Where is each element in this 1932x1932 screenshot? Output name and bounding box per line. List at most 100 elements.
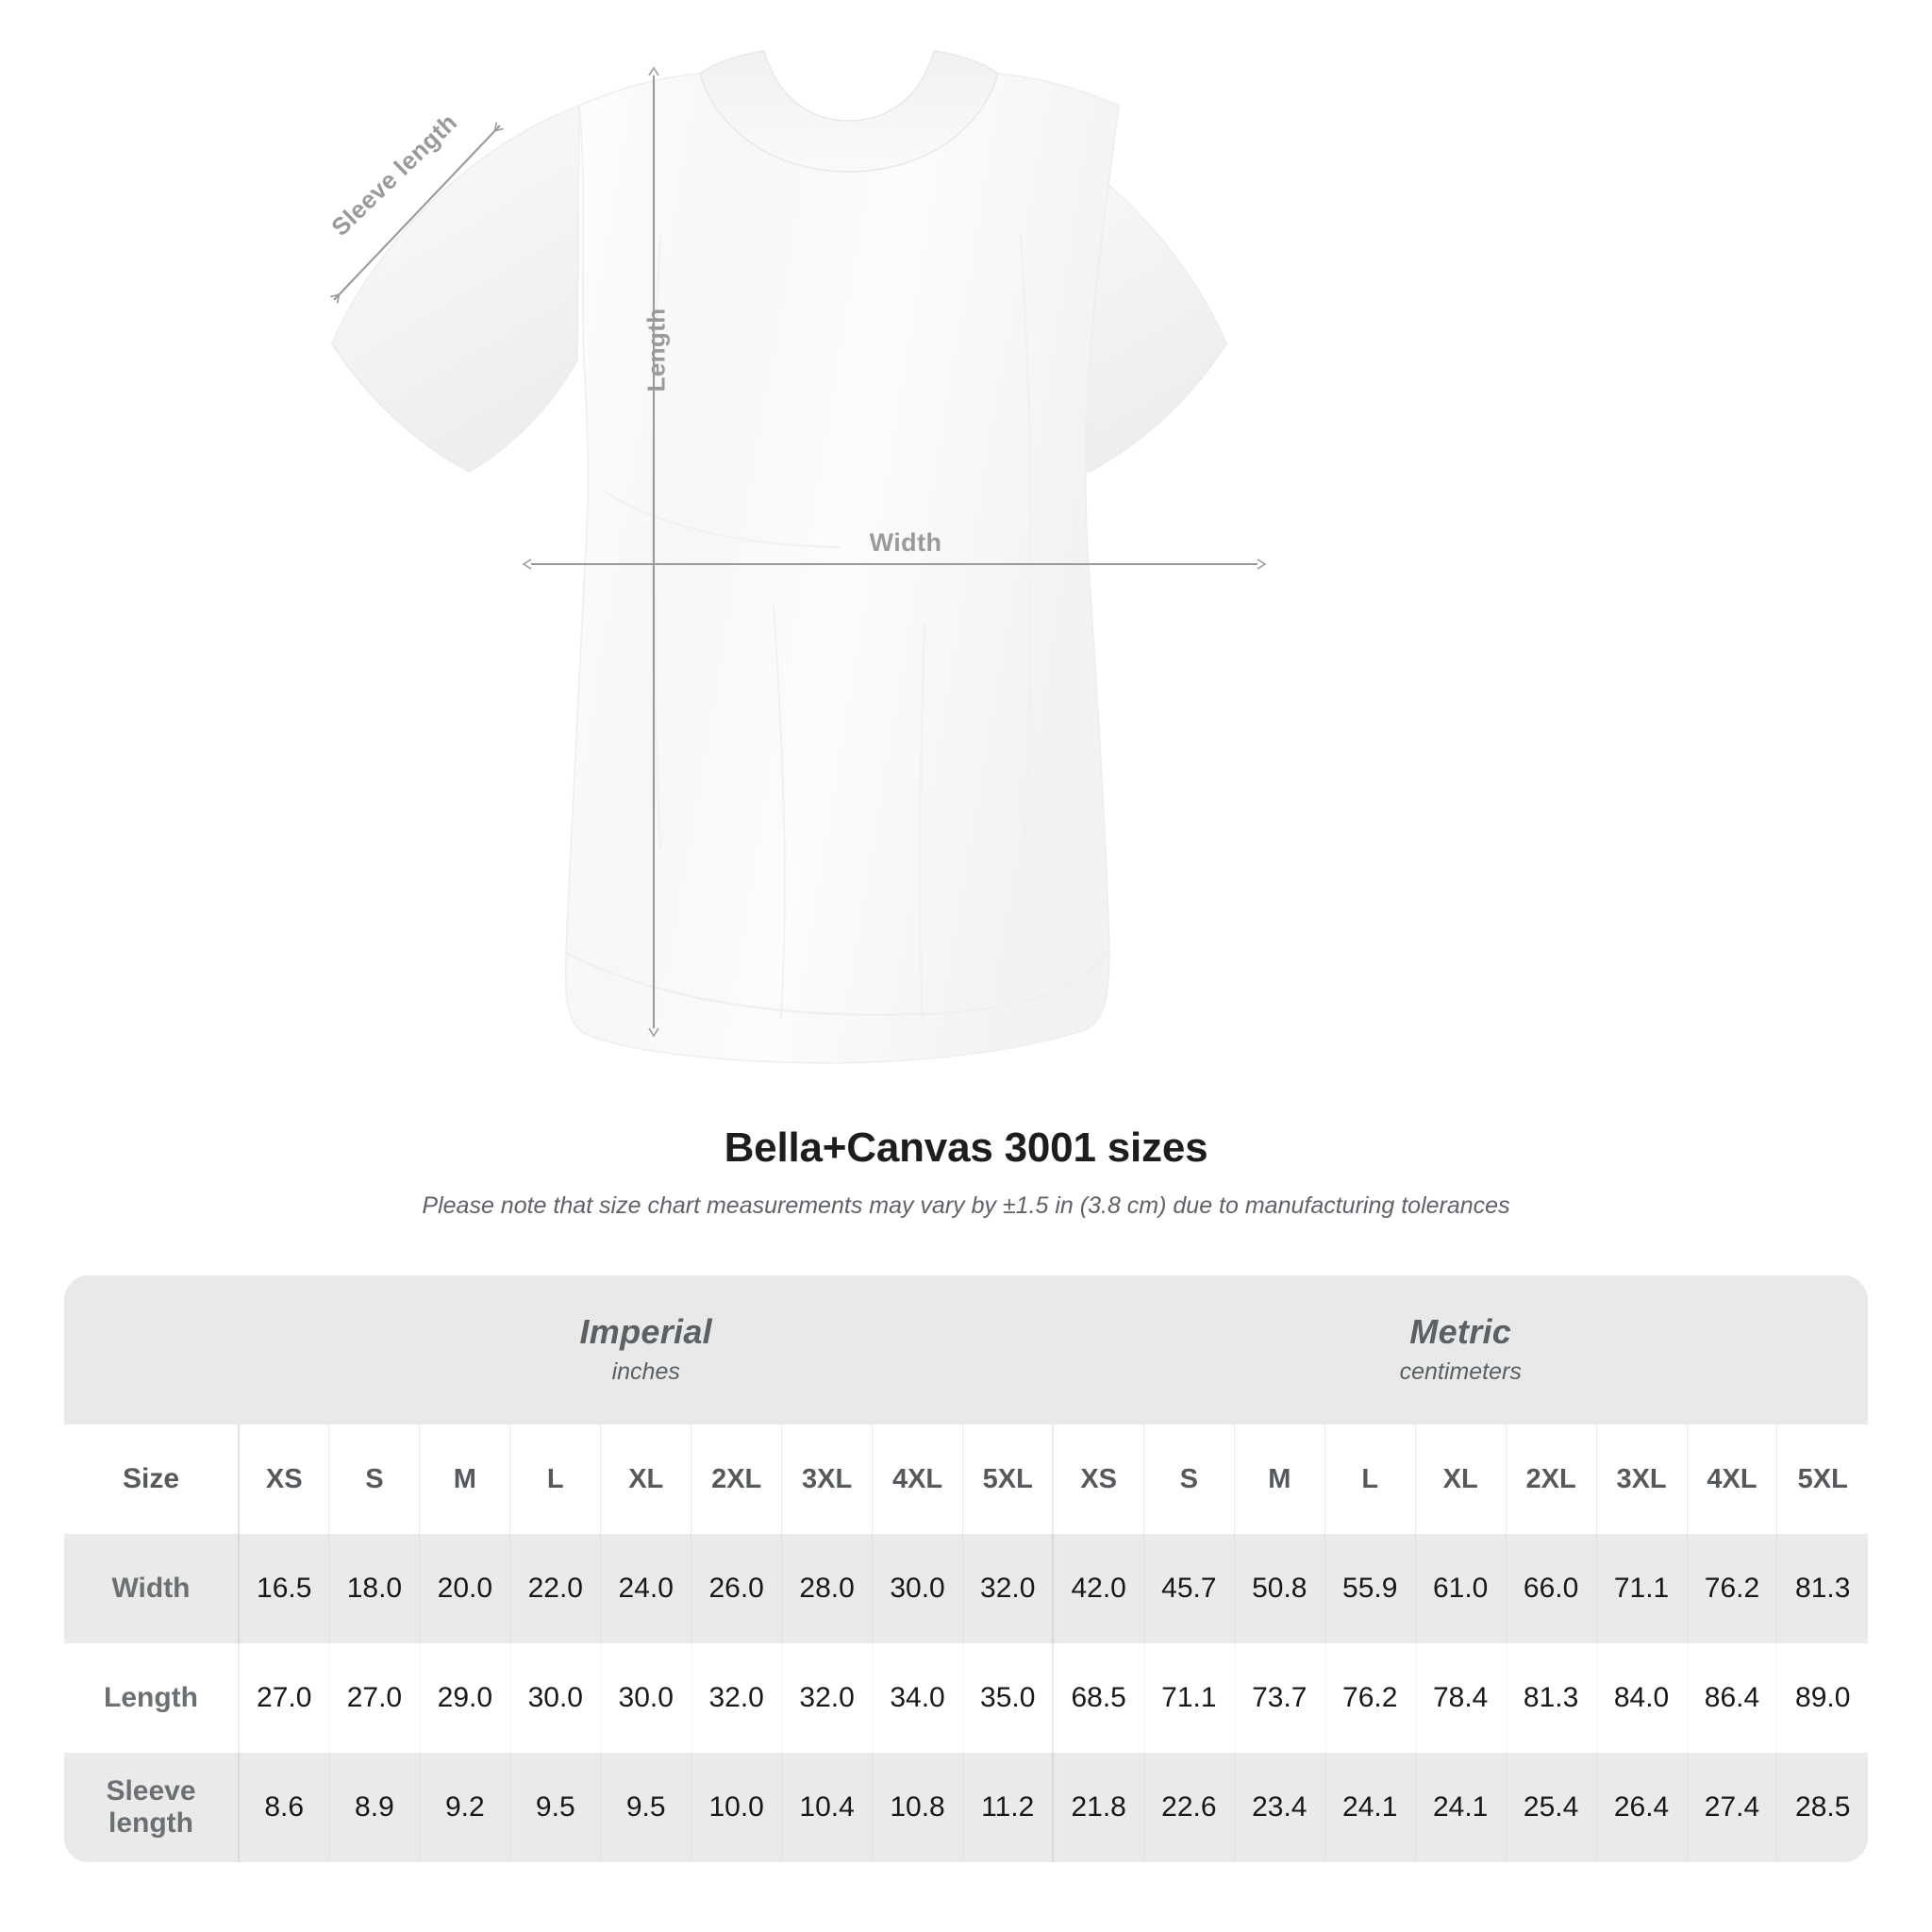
cell-width-imperial-m: 20.0 (419, 1534, 511, 1643)
cell-sleeve-length-imperial-4xl: 10.8 (872, 1753, 963, 1862)
tshirt-diagram: Sleeve length Length Width (325, 50, 1267, 1064)
measurement-guides (330, 66, 1267, 1038)
cell-length-imperial-l: 30.0 (509, 1643, 602, 1753)
size-header-row: Size XS S M L XL 2XL 3XL 4XL 5XL XS S M L XL 2XL 3XL 4XL 5… (64, 1424, 1868, 1534)
cell-sleeve-length-metric-m: 23.4 (1234, 1753, 1325, 1862)
cell-sleeve-length-imperial-5xl: 11.2 (962, 1753, 1054, 1862)
cell-sleeve-length-imperial-l: 9.5 (509, 1753, 602, 1862)
cell-length-imperial-m: 29.0 (419, 1643, 511, 1753)
size-header-metric-4xl: 4XL (1687, 1424, 1778, 1534)
cell-sleeve-length-metric-5xl: 28.5 (1776, 1753, 1868, 1862)
cell-length-metric-2xl: 81.3 (1506, 1643, 1597, 1753)
size-header-imperial-4xl: 4XL (872, 1424, 963, 1534)
tolerance-note: Please note that size chart measurements… (422, 1192, 1510, 1219)
row-label-sleeve-length: Sleeve length (64, 1753, 240, 1862)
cell-sleeve-length-metric-2xl: 25.4 (1506, 1753, 1597, 1862)
cell-width-imperial-3xl: 28.0 (781, 1534, 874, 1643)
cell-sleeve-length-metric-3xl: 26.4 (1596, 1753, 1688, 1862)
cell-length-metric-xl: 78.4 (1415, 1643, 1507, 1753)
size-table: Imperial inches Metric centimeters Size XS S M L… (64, 1275, 1868, 1862)
cell-length-metric-m: 73.7 (1234, 1643, 1325, 1753)
cell-length-metric-5xl: 89.0 (1776, 1643, 1868, 1753)
cell-width-metric-2xl: 66.0 (1506, 1534, 1597, 1643)
cell-length-metric-4xl: 86.4 (1687, 1643, 1778, 1753)
size-header-imperial-m: M (419, 1424, 511, 1534)
unit-group-metric: Metric centimeters (1053, 1275, 1868, 1424)
size-header-imperial-xs: XS (239, 1424, 330, 1534)
cell-sleeve-length-imperial-m: 9.2 (419, 1753, 511, 1862)
cell-length-imperial-4xl: 34.0 (872, 1643, 963, 1753)
sleeve-length-arrow (330, 122, 504, 304)
cell-sleeve-length-metric-xl: 24.1 (1415, 1753, 1507, 1862)
cell-width-imperial-5xl: 32.0 (962, 1534, 1054, 1643)
size-header-metric-xs: XS (1052, 1424, 1144, 1534)
table-row: Length 27.0 27.0 29.0 30.0 30.0 32.0 32.0 34.0 35… (64, 1643, 1868, 1753)
tshirt-shape (331, 50, 1227, 1064)
cell-width-metric-5xl: 81.3 (1776, 1534, 1868, 1643)
cell-width-imperial-l: 22.0 (509, 1534, 602, 1643)
size-header-metric-xl: XL (1415, 1424, 1507, 1534)
unit-group-name: Metric (1409, 1312, 1512, 1352)
cell-sleeve-length-metric-s: 22.6 (1143, 1753, 1235, 1862)
size-table-container: Imperial inches Metric centimeters Size XS S M L… (64, 1275, 1868, 1862)
size-header-metric-5xl: 5XL (1776, 1424, 1868, 1534)
cell-width-metric-m: 50.8 (1234, 1534, 1325, 1643)
size-header-metric-2xl: 2XL (1506, 1424, 1597, 1534)
width-annotation: Width (869, 528, 942, 557)
cell-sleeve-length-metric-l: 24.1 (1324, 1753, 1416, 1862)
unit-group-imperial: Imperial inches (239, 1275, 1054, 1424)
cell-width-metric-xl: 61.0 (1415, 1534, 1507, 1643)
cell-length-imperial-3xl: 32.0 (781, 1643, 874, 1753)
unit-group-name: Imperial (579, 1312, 712, 1352)
cell-sleeve-length-imperial-xl: 9.5 (600, 1753, 692, 1862)
cell-length-imperial-xs: 27.0 (239, 1643, 330, 1753)
row-label-width: Width (64, 1534, 240, 1643)
cell-width-metric-s: 45.7 (1143, 1534, 1235, 1643)
size-header-metric-3xl: 3XL (1596, 1424, 1688, 1534)
table-row: Width 16.5 18.0 20.0 22.0 24.0 26.0 28.0 30.0 32.… (64, 1534, 1868, 1643)
cell-width-metric-4xl: 76.2 (1687, 1534, 1778, 1643)
length-annotation: Length (641, 308, 671, 392)
cell-width-metric-xs: 42.0 (1052, 1534, 1144, 1643)
size-header-metric-l: L (1324, 1424, 1416, 1534)
cell-length-imperial-s: 27.0 (328, 1643, 421, 1753)
cell-length-metric-3xl: 84.0 (1596, 1643, 1688, 1753)
cell-length-imperial-2xl: 32.0 (691, 1643, 783, 1753)
cell-sleeve-length-metric-xs: 21.8 (1052, 1753, 1144, 1862)
cell-width-imperial-s: 18.0 (328, 1534, 421, 1643)
size-header-label: Size (64, 1424, 240, 1534)
size-header-metric-m: M (1234, 1424, 1325, 1534)
cell-width-metric-l: 55.9 (1324, 1534, 1416, 1643)
cell-sleeve-length-imperial-s: 8.9 (328, 1753, 421, 1862)
unit-group-unit: centimeters (1399, 1357, 1522, 1385)
cell-length-imperial-xl: 30.0 (600, 1643, 692, 1753)
unit-group-unit: inches (611, 1357, 680, 1385)
cell-width-imperial-2xl: 26.0 (691, 1534, 783, 1643)
cell-sleeve-length-imperial-2xl: 10.0 (691, 1753, 783, 1862)
size-header-imperial-l: L (509, 1424, 602, 1534)
size-header-imperial-xl: XL (600, 1424, 692, 1534)
row-label-length: Length (64, 1643, 240, 1753)
cell-width-imperial-xl: 24.0 (600, 1534, 692, 1643)
cell-width-metric-3xl: 71.1 (1596, 1534, 1688, 1643)
unit-row-spacer (64, 1275, 239, 1424)
page-title: Bella+Canvas 3001 sizes (724, 1124, 1208, 1171)
cell-length-metric-s: 71.1 (1143, 1643, 1235, 1753)
table-row: Sleeve length 8.6 8.9 9.2 9.5 9.5 10.0 10.4 10.8… (64, 1753, 1868, 1862)
cell-length-metric-l: 76.2 (1324, 1643, 1416, 1753)
cell-sleeve-length-imperial-3xl: 10.4 (781, 1753, 874, 1862)
cell-sleeve-length-metric-4xl: 27.4 (1687, 1753, 1778, 1862)
cell-length-imperial-5xl: 35.0 (962, 1643, 1054, 1753)
size-header-imperial-2xl: 2XL (691, 1424, 783, 1534)
size-header-imperial-s: S (328, 1424, 421, 1534)
size-header-metric-s: S (1143, 1424, 1235, 1534)
size-header-imperial-5xl: 5XL (962, 1424, 1054, 1534)
cell-sleeve-length-imperial-xs: 8.6 (239, 1753, 330, 1862)
tshirt-illustration (330, 50, 1267, 1064)
unit-group-row: Imperial inches Metric centimeters (64, 1275, 1868, 1424)
cell-width-imperial-4xl: 30.0 (872, 1534, 963, 1643)
title-block: Bella+Canvas 3001 sizes Please note that… (0, 1124, 1932, 1220)
size-header-imperial-3xl: 3XL (781, 1424, 874, 1534)
cell-width-imperial-xs: 16.5 (239, 1534, 330, 1643)
